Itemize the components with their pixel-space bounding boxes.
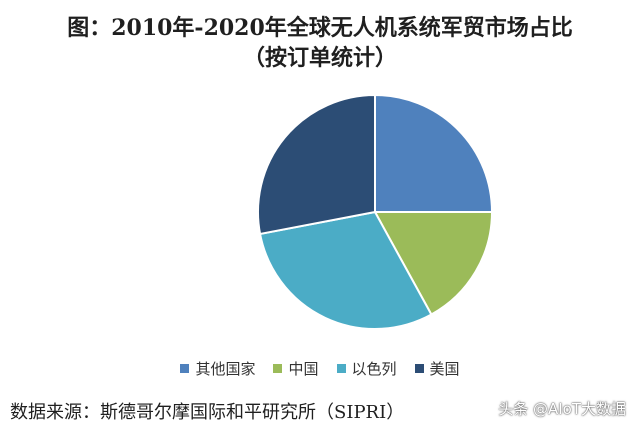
source-note: 数据来源：斯德哥尔摩国际和平研究所（SIPRI） — [10, 402, 405, 423]
legend-swatch — [414, 364, 424, 373]
legend-swatch — [336, 364, 346, 373]
pie-slice-other — [374, 93, 494, 213]
pie-chart — [257, 93, 494, 330]
chart-title: 图：2010年-2020年全球无人机系统军贸市场占比 — [67, 15, 573, 41]
chart-subtitle: （按订单统计） — [242, 45, 397, 71]
legend-label: 中国 — [288, 360, 319, 378]
legend-label: 以色列 — [351, 360, 397, 378]
legend-item-israel: 以色列 — [336, 358, 397, 379]
watermark: 头条 @AIoT大数据 — [498, 400, 626, 418]
legend-item-usa: 美国 — [414, 358, 460, 379]
pie-slice-china — [373, 211, 494, 316]
legend-swatch — [273, 364, 283, 373]
legend-item-other: 其他国家 — [180, 358, 255, 379]
legend-item-china: 中国 — [273, 358, 319, 379]
chart-legend: 其他国家 中国 以色列 美国 — [0, 358, 640, 379]
pie-slice-usa — [257, 93, 376, 236]
pie-slice-israel — [258, 210, 433, 330]
legend-label: 美国 — [429, 360, 460, 378]
legend-swatch — [180, 364, 190, 373]
legend-label: 其他国家 — [195, 360, 256, 378]
